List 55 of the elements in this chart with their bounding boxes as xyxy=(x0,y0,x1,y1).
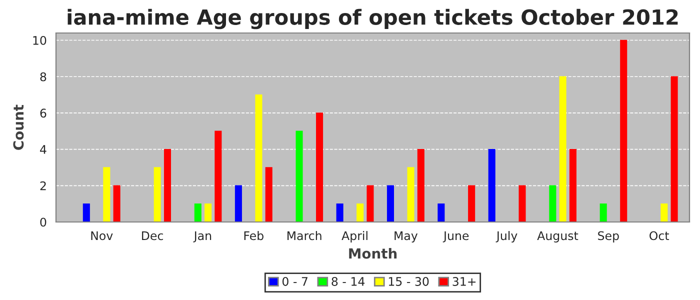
x-tick-label: July xyxy=(496,231,518,242)
bar xyxy=(82,203,90,222)
bar xyxy=(255,94,262,222)
y-tick-label: 2 xyxy=(40,181,46,190)
bar xyxy=(386,185,394,222)
y-tick-label: 10 xyxy=(33,36,46,45)
x-tick-label: April xyxy=(342,231,368,242)
x-tick-label: Feb xyxy=(244,231,264,240)
bar xyxy=(417,148,424,222)
bar xyxy=(488,148,496,222)
bar xyxy=(103,167,110,222)
y-axis-title: Count xyxy=(13,104,24,150)
x-tick-label: Jan xyxy=(193,231,212,242)
bar xyxy=(670,76,678,222)
bar xyxy=(204,203,212,222)
bar xyxy=(214,130,222,222)
x-tick-label: Dec xyxy=(142,231,163,240)
bar xyxy=(549,185,556,222)
bar xyxy=(660,203,668,222)
x-tick-label: March xyxy=(288,231,322,240)
bar xyxy=(438,203,445,222)
bar xyxy=(234,185,242,222)
legend-label: 31+ xyxy=(452,277,476,286)
chart-title: iana-mime Age groups of open tickets October 2012 xyxy=(68,8,678,30)
bar xyxy=(194,203,202,222)
bar xyxy=(296,130,303,222)
bar xyxy=(113,185,120,222)
legend-label: 0 - 7 xyxy=(282,277,308,286)
bar xyxy=(265,167,272,222)
y-tick-label: 8 xyxy=(40,72,46,82)
bar xyxy=(356,203,364,222)
bar xyxy=(407,167,414,222)
x-tick-label: June xyxy=(442,231,469,242)
bar xyxy=(620,40,628,222)
bar xyxy=(154,167,161,222)
bar xyxy=(600,203,607,222)
legend-label: 8 - 14 xyxy=(332,277,365,286)
bar xyxy=(164,148,172,222)
bar xyxy=(518,185,526,222)
y-tick-label: 6 xyxy=(40,108,46,118)
x-tick-label: Oct xyxy=(650,231,670,240)
bar xyxy=(316,112,324,222)
x-tick-label: Nov xyxy=(91,231,113,240)
bar xyxy=(336,203,344,222)
y-tick-label: 0 xyxy=(40,218,46,227)
bar xyxy=(569,148,576,222)
x-tick-label: August xyxy=(537,231,578,242)
bar xyxy=(468,185,476,222)
bar xyxy=(559,76,566,222)
y-tick-label: 4 xyxy=(40,145,46,154)
x-tick-label: May xyxy=(394,231,418,242)
bar xyxy=(366,185,374,222)
x-tick-label: Sep xyxy=(598,231,619,242)
x-axis-title: Month xyxy=(349,248,397,259)
legend-label: 15 - 30 xyxy=(388,277,429,286)
